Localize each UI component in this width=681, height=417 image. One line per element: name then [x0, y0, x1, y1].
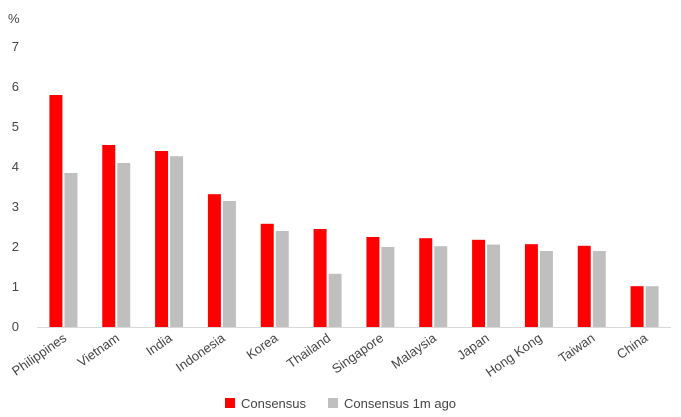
- x-category-label: India: [143, 330, 175, 359]
- y-tick-label: 7: [12, 39, 19, 54]
- x-category-label: Singapore: [329, 330, 386, 376]
- y-axis-ticks: 0 1 2 3 4 5 6 7: [12, 39, 19, 334]
- bar-consensus-1m-ago: [645, 286, 659, 327]
- x-category-label: Philippines: [9, 330, 70, 379]
- bar-consensus-1m-ago: [64, 173, 78, 327]
- x-category-label: Hong Kong: [483, 330, 545, 380]
- legend-item-consensus-1m-ago: Consensus 1m ago: [328, 396, 456, 411]
- legend-item-consensus: Consensus: [224, 395, 307, 411]
- x-category-label: Korea: [243, 330, 281, 363]
- bar-consensus-1m-ago: [434, 246, 448, 327]
- bar-consensus-1m-ago: [487, 244, 501, 327]
- x-category-label: Thailand: [284, 330, 333, 371]
- x-category-label: Japan: [454, 330, 492, 363]
- bar-consensus-1m-ago: [592, 251, 606, 327]
- legend: Consensus Consensus 1m ago: [0, 394, 681, 412]
- x-category-label: Vietnam: [74, 330, 121, 370]
- y-axis-unit: %: [8, 11, 20, 26]
- x-category-label: China: [614, 330, 651, 362]
- y-tick-label: 5: [12, 119, 19, 134]
- y-tick-label: 1: [12, 279, 19, 294]
- bar-consensus: [207, 194, 221, 327]
- bar-consensus-1m-ago: [381, 247, 395, 327]
- bar-consensus: [155, 151, 169, 327]
- bar-consensus-1m-ago: [539, 251, 553, 327]
- bar-consensus-1m-ago: [170, 156, 184, 327]
- bar-consensus: [524, 244, 538, 327]
- bar-consensus: [102, 145, 116, 327]
- x-category-label: Taiwan: [556, 330, 598, 365]
- bar-consensus: [472, 239, 486, 327]
- x-category-label: Indonesia: [173, 330, 228, 375]
- x-category-label: Malaysia: [388, 330, 439, 372]
- bar-consensus: [313, 229, 327, 327]
- bar-consensus: [260, 223, 274, 327]
- bar-consensus: [419, 238, 433, 327]
- y-tick-label: 6: [12, 79, 19, 94]
- legend-swatch-consensus-1m-ago: [328, 398, 339, 408]
- bar-consensus: [630, 286, 644, 327]
- bar-consensus: [577, 245, 591, 327]
- bar-consensus: [49, 95, 63, 327]
- legend-swatch-consensus: [224, 398, 235, 408]
- y-tick-label: 2: [12, 239, 19, 254]
- bar-consensus-1m-ago: [222, 201, 236, 327]
- bar-chart: % 0 1 2 3 4 5 6 7 Philippines Vietnam IndiaIndone…: [8, 11, 671, 380]
- y-tick-label: 0: [12, 319, 19, 334]
- bar-consensus-1m-ago: [117, 163, 131, 327]
- bar-consensus-1m-ago: [328, 273, 342, 327]
- bars: [49, 95, 659, 327]
- bar-consensus: [366, 237, 380, 327]
- legend-label-consensus: Consensus: [240, 395, 307, 411]
- bar-consensus-1m-ago: [275, 231, 289, 327]
- y-tick-label: 4: [12, 159, 19, 174]
- legend-label-consensus-1m-ago: Consensus 1m ago: [344, 395, 457, 411]
- y-tick-label: 3: [12, 199, 19, 214]
